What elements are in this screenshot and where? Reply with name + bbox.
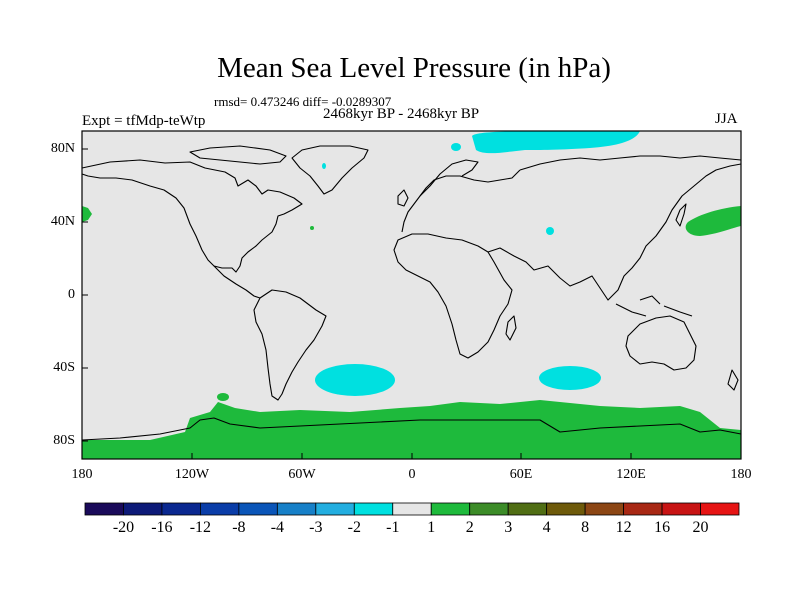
arctic-small-negative bbox=[451, 143, 461, 151]
y-label-0: 0 bbox=[68, 287, 75, 302]
colorbar-label: -16 bbox=[151, 519, 173, 536]
colorbar-box-11 bbox=[507, 502, 548, 516]
coast-asia bbox=[487, 163, 742, 301]
colorbar-box-6 bbox=[315, 502, 355, 516]
colorbar-label: -1 bbox=[386, 519, 400, 536]
colorbar-box-8 bbox=[392, 502, 432, 516]
coast-siberia bbox=[519, 155, 742, 171]
coast-antarctica bbox=[81, 417, 742, 441]
season-label: JJA bbox=[715, 111, 738, 127]
colorbar-label: 20 bbox=[692, 519, 709, 536]
coast-greenland bbox=[291, 145, 369, 195]
x-label-180e: 180 bbox=[730, 467, 752, 482]
colorbar-label: 2 bbox=[465, 519, 474, 536]
colorbar-label: 3 bbox=[504, 519, 513, 536]
coast-north-america bbox=[81, 159, 303, 273]
colorbar-box-0 bbox=[84, 502, 124, 516]
y-label-80n: 80N bbox=[50, 141, 75, 156]
colorbar-label: 4 bbox=[542, 519, 551, 536]
colorbar-label: -2 bbox=[347, 519, 361, 536]
colorbar-label: -8 bbox=[232, 519, 246, 536]
colorbar-label: -12 bbox=[189, 519, 212, 536]
period-line: 2468kyr BP - 2468kyr BP bbox=[323, 106, 480, 122]
colorbar-label: 8 bbox=[581, 519, 590, 536]
coast-madagascar bbox=[505, 315, 517, 341]
colorbar-box-13 bbox=[584, 502, 624, 516]
colorbar-box-4 bbox=[238, 502, 278, 516]
coast-south-america bbox=[253, 289, 327, 401]
north-pacific-positive-region bbox=[685, 206, 741, 236]
coast-central-america bbox=[213, 265, 261, 299]
x-label-60w: 60W bbox=[288, 467, 316, 482]
axis-ticks bbox=[82, 148, 632, 459]
coast-arctic-islands bbox=[189, 145, 287, 165]
colorbar-label: -3 bbox=[309, 519, 323, 536]
colorbar-box-2 bbox=[161, 502, 201, 516]
antarctic-positive-region bbox=[82, 400, 741, 459]
coast-indonesia bbox=[615, 295, 693, 317]
y-label-80s: 80S bbox=[53, 433, 75, 448]
colorbar-box-9 bbox=[430, 502, 471, 516]
antarctic-peninsula-spot bbox=[217, 393, 229, 401]
stats-line: rmsd= 0.473246 diff= -0.0289307 bbox=[214, 94, 392, 109]
colorbar-label: 16 bbox=[654, 519, 671, 536]
caspian-small-negative bbox=[546, 227, 554, 235]
y-label-40s: 40S bbox=[53, 360, 75, 375]
coast-scandinavia bbox=[419, 159, 479, 197]
colorbar-box-10 bbox=[469, 502, 509, 516]
coast-japan bbox=[675, 203, 687, 227]
coast-europe bbox=[401, 169, 521, 233]
coast-australia bbox=[625, 315, 697, 371]
south-indian-negative-region bbox=[539, 366, 601, 390]
colorbar-label: -20 bbox=[112, 519, 135, 536]
anomaly-fields bbox=[82, 131, 741, 459]
colorbar-box-1 bbox=[123, 502, 163, 516]
colorbar-box-16 bbox=[700, 502, 740, 516]
colorbar-label: 12 bbox=[615, 519, 632, 536]
colorbar-label: -4 bbox=[270, 519, 285, 536]
colorbar-box-12 bbox=[546, 502, 586, 516]
west-edge-positive-region bbox=[82, 206, 92, 222]
arctic-negative-region bbox=[472, 131, 640, 154]
south-atlantic-negative-region bbox=[315, 364, 395, 396]
coast-africa bbox=[393, 233, 513, 359]
colorbar bbox=[84, 502, 740, 516]
x-label-180w: 180 bbox=[71, 467, 93, 482]
greenland-small-negative bbox=[322, 163, 326, 169]
y-label-40n: 40N bbox=[50, 214, 75, 229]
colorbar-box-14 bbox=[623, 502, 663, 516]
coast-british-isles bbox=[397, 189, 409, 207]
x-label-60e: 60E bbox=[509, 467, 533, 482]
colorbar-box-15 bbox=[661, 502, 701, 516]
x-label-120w: 120W bbox=[174, 467, 210, 482]
experiment-line: Expt = tfMdp-teWtp bbox=[82, 113, 206, 129]
colorbar-label: 1 bbox=[427, 519, 436, 536]
x-label-0: 0 bbox=[408, 467, 416, 482]
colorbar-box-7 bbox=[353, 502, 394, 516]
coast-new-zealand bbox=[727, 369, 739, 391]
atlantic-small-positive bbox=[310, 226, 314, 230]
colorbar-box-5 bbox=[276, 502, 317, 516]
coastlines bbox=[81, 145, 742, 441]
colorbar-box-3 bbox=[200, 502, 240, 516]
map-background bbox=[82, 131, 741, 459]
chart-title: Mean Sea Level Pressure (in hPa) bbox=[217, 52, 611, 84]
x-label-120e: 120E bbox=[616, 467, 646, 482]
